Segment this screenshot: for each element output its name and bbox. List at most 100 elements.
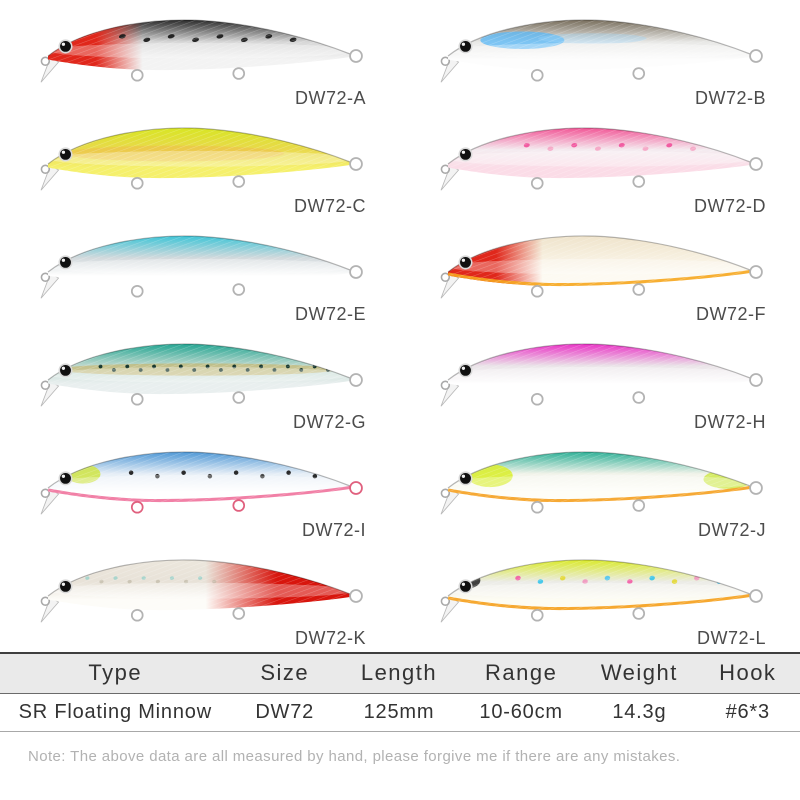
tail-ring [749,157,763,171]
belly-ring [130,608,144,622]
tail-ring [749,481,763,495]
belly-ring [232,67,246,80]
tail-ring [749,373,763,387]
lure-variant: DW72-D [400,112,800,220]
tail-ring [349,481,363,495]
lure-illustration [440,19,763,83]
nose-ring [40,380,51,390]
belly-ring [232,175,246,188]
belly-ring [130,392,144,406]
spec-data-row: SR Floating Minnow DW72 125mm 10-60cm 14.3g #… [0,693,800,731]
lure-illustration [40,127,363,191]
nose-ring [40,596,51,606]
spec-header-type: Type [88,660,143,686]
belly-ring [632,283,646,296]
belly-ring [530,500,544,514]
spec-header-weight: Weight [600,660,678,686]
tail-ring [349,49,363,63]
variant-label: DW72-K [294,628,366,648]
lure-variant: DW72-J [400,436,800,544]
variant-label: DW72-H [693,412,766,432]
nose-ring [440,380,451,390]
lure-variant: DW72-K [0,544,400,652]
tail-ring [349,589,363,603]
spec-header-hook: Hook [719,660,777,686]
spec-header-row: Type Size Length Range Weight Hook [0,653,800,693]
belly-ring [130,176,144,190]
lure-variant: DW72-L [400,544,800,652]
spec-header-range: Range [484,660,558,686]
variant-label: DW72-D [693,196,766,216]
lure-illustration [40,19,363,83]
note-text: Note: The above data are all measured by… [28,747,681,765]
spec-header-size: Size [260,660,310,686]
lure-illustration [440,343,763,407]
tail-ring [349,373,363,387]
lure-illustration [40,451,363,515]
spec-value-type: SR Floating Minnow [18,700,212,723]
belly-ring [232,499,246,512]
nose-ring [440,596,451,606]
nose-ring [40,56,51,66]
lure-variant: DW72-F [400,220,800,328]
spec-header-length: Length [360,660,438,686]
spec-value-range: 10-60cm [479,700,563,723]
lure-illustration [440,235,763,299]
nose-ring [440,164,451,174]
nose-ring [40,272,51,282]
lure-variant: DW72-E [0,220,400,328]
lure-illustration [440,127,763,191]
lure-variant: DW72-H [400,328,800,436]
spec-value-size: DW72 [255,700,315,723]
spec-value-weight: 14.3g [612,700,667,723]
variant-label: DW72-C [293,196,366,216]
nose-ring [440,488,451,498]
variant-label: DW72-B [694,88,766,108]
lure-variant: DW72-B [400,4,800,112]
variant-label: DW72-L [696,628,766,648]
spec-value-hook: #6*3 [725,700,770,723]
variant-label: DW72-F [696,304,766,324]
lure-grid: DW72-A DW72-B DW72-C DW72-D DW72-E DW72-… [0,4,800,652]
lure-illustration [440,451,763,515]
spec-table-section: Type Size Length Range Weight Hook SR Floatin… [0,652,800,765]
belly-ring [632,499,646,512]
belly-ring [632,391,646,404]
belly-ring [530,284,544,298]
variant-label: DW72-A [294,88,366,108]
nose-ring [440,56,451,66]
variant-label: DW72-E [294,304,366,324]
belly-ring [232,391,246,404]
belly-ring [632,607,646,620]
lure-variant: DW72-C [0,112,400,220]
belly-ring [232,283,246,296]
nose-ring [40,488,51,498]
lure-illustration [40,343,363,407]
product-sheet: DW72-A DW72-B DW72-C DW72-D DW72-E DW72-… [0,4,800,765]
variant-label: DW72-I [301,520,366,540]
lure-illustration [440,559,763,623]
belly-ring [530,68,544,82]
tail-ring [349,157,363,171]
belly-ring [632,67,646,80]
nose-ring [40,164,51,174]
belly-ring [530,608,544,622]
variant-label: DW72-G [292,412,366,432]
tail-ring [349,265,363,279]
lure-variant: DW72-A [0,4,400,112]
lure-variant: DW72-G [0,328,400,436]
belly-ring [232,607,246,620]
nose-ring [440,272,451,282]
lure-variant: DW72-I [0,436,400,544]
belly-ring [130,284,144,298]
belly-ring [130,68,144,82]
lure-illustration [40,559,363,623]
spec-value-length: 125mm [363,700,435,723]
variant-label: DW72-J [697,520,766,540]
belly-ring [530,392,544,406]
tail-ring [749,589,763,603]
lure-illustration [40,235,363,299]
belly-ring [530,176,544,190]
tail-ring [749,265,763,279]
belly-ring [130,500,144,514]
